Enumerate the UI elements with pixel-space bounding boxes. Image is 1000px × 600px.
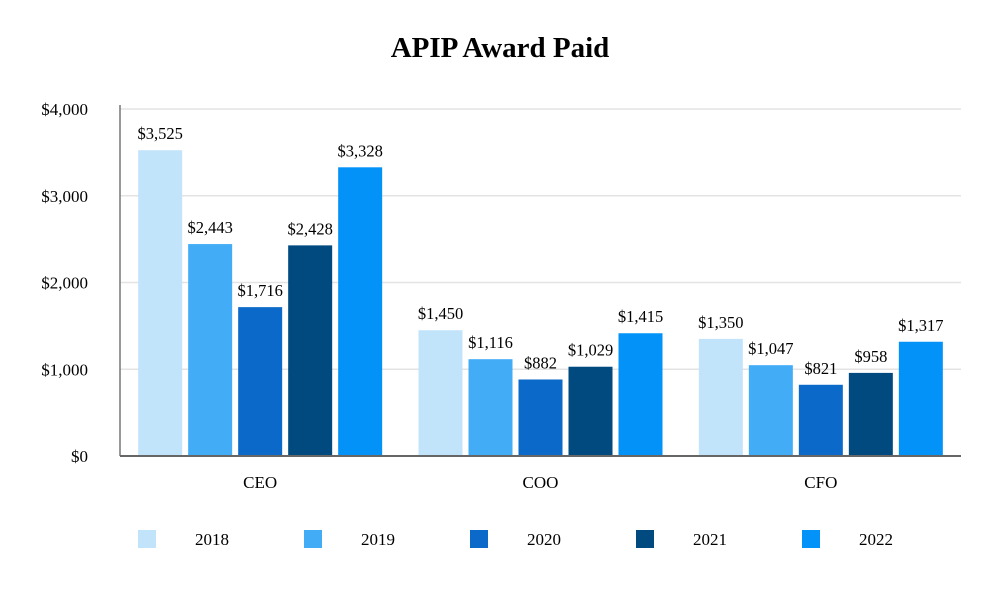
- bar-ceo-2020: [238, 307, 283, 456]
- legend-swatch-2021: [636, 530, 654, 548]
- data-label: $1,116: [468, 333, 513, 352]
- bars: [138, 150, 943, 457]
- x-category-label: CFO: [804, 473, 837, 492]
- data-label: $3,328: [337, 141, 382, 160]
- data-label: $958: [854, 347, 887, 366]
- bar-ceo-2019: [188, 244, 233, 456]
- bar-ceo-2021: [288, 245, 333, 456]
- x-category-label: COO: [523, 473, 559, 492]
- legend-label: 2022: [859, 530, 893, 549]
- data-label: $1,047: [748, 339, 793, 358]
- bar-ceo-2022: [338, 167, 383, 456]
- data-label: $1,450: [418, 304, 463, 323]
- data-label: $1,350: [698, 313, 743, 332]
- legend: 2018 2019 2020 2021 2022: [138, 530, 893, 549]
- axes: [119, 105, 961, 457]
- bar-coo-2021: [568, 366, 613, 456]
- legend-swatch-2019: [304, 530, 322, 548]
- bar-cfo-2022: [898, 341, 943, 456]
- legend-label: 2019: [361, 530, 395, 549]
- y-tick-label: $3,000: [41, 187, 88, 206]
- data-label: $821: [804, 359, 837, 378]
- bar-cfo-2019: [748, 365, 793, 456]
- bar-ceo-2018: [138, 150, 183, 457]
- legend-label: 2020: [527, 530, 561, 549]
- y-tick-label: $0: [71, 447, 88, 466]
- legend-label: 2018: [195, 530, 229, 549]
- y-tick-label: $4,000: [41, 100, 88, 119]
- data-label: $1,317: [898, 316, 943, 335]
- y-tick-label: $2,000: [41, 274, 88, 293]
- bar-coo-2018: [418, 330, 463, 456]
- x-axis-categories: CEO COO CFO: [243, 473, 837, 492]
- legend-label: 2021: [693, 530, 727, 549]
- data-label: $1,029: [568, 341, 613, 360]
- x-category-label: CEO: [243, 473, 277, 492]
- data-label: $1,415: [618, 307, 663, 326]
- data-label: $2,443: [187, 218, 232, 237]
- legend-swatch-2018: [138, 530, 156, 548]
- y-tick-label: $1,000: [41, 360, 88, 379]
- legend-swatch-2020: [470, 530, 488, 548]
- data-label: $2,428: [287, 219, 332, 238]
- data-label: $3,525: [137, 124, 182, 143]
- bar-coo-2019: [468, 359, 513, 456]
- data-label: $882: [524, 353, 557, 372]
- bar-cfo-2021: [848, 372, 893, 456]
- bar-coo-2022: [618, 333, 663, 456]
- bar-coo-2020: [518, 379, 563, 456]
- y-axis-ticks: $0 $1,000 $2,000 $3,000 $4,000: [41, 100, 88, 466]
- bar-cfo-2018: [698, 338, 743, 456]
- chart-title: APIP Award Paid: [390, 32, 610, 64]
- bar-cfo-2020: [798, 384, 843, 456]
- data-label: $1,716: [237, 281, 282, 300]
- data-labels: $3,525 $2,443 $1,716 $2,428 $3,328 $1,450 $1,1…: [137, 124, 943, 378]
- legend-swatch-2022: [802, 530, 820, 548]
